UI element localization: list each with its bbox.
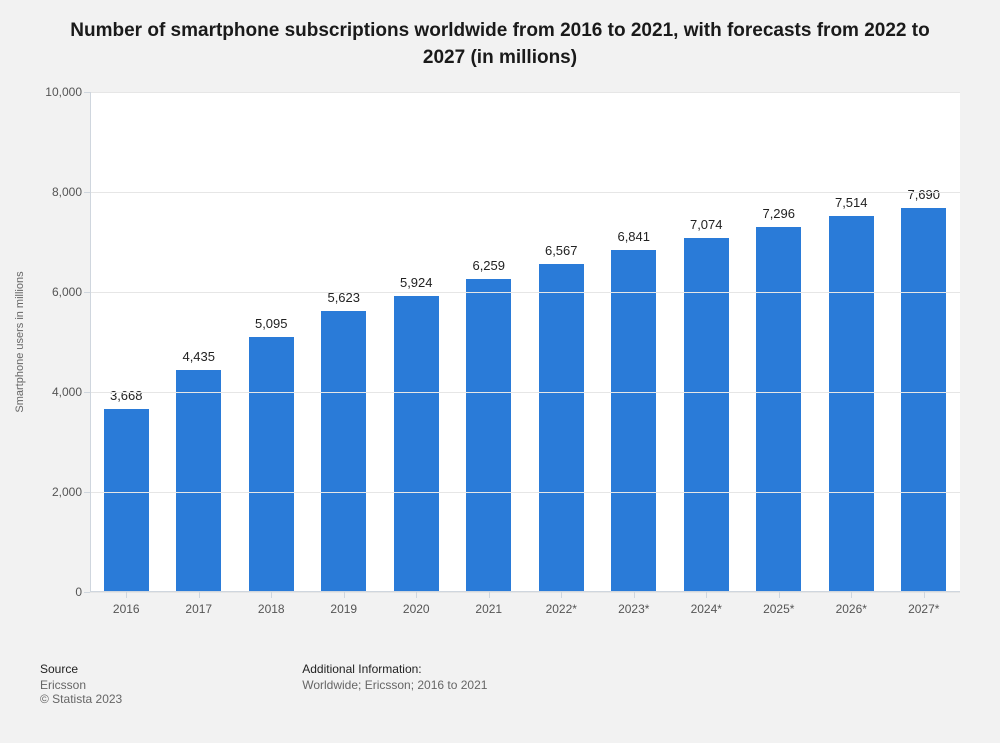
chart-footer: Source Ericsson © Statista 2023 Addition… [40,662,960,706]
x-tick-label: 2017 [185,602,212,616]
x-tick-mark [126,592,127,598]
x-tick-label: 2020 [403,602,430,616]
footer-source-heading: Source [40,662,122,676]
bar-value-label: 7,296 [762,206,795,221]
y-tick-label: 4,000 [52,385,82,399]
grid-line [90,92,960,93]
bar-value-label: 5,924 [400,275,433,290]
x-tick-mark [924,592,925,598]
y-tick-label: 6,000 [52,285,82,299]
bar: 3,668 [104,409,149,592]
bar-value-label: 3,668 [110,388,143,403]
x-tick-label: 2018 [258,602,285,616]
y-tick-mark [84,592,90,593]
footer-additional-text: Worldwide; Ericsson; 2016 to 2021 [302,678,487,692]
x-tick-label: 2016 [113,602,140,616]
x-tick-mark [706,592,707,598]
x-tick-mark [851,592,852,598]
chart-title: Number of smartphone subscriptions world… [0,0,1000,79]
footer-additional-heading: Additional Information: [302,662,487,676]
x-tick-label: 2023* [618,602,649,616]
bar: 6,259 [466,279,511,592]
x-tick-label: 2025* [763,602,794,616]
x-tick-mark [489,592,490,598]
x-tick-label: 2022* [546,602,577,616]
x-axis-line [90,591,960,592]
bar: 7,514 [829,216,874,592]
bar-value-label: 5,095 [255,316,288,331]
bar: 5,623 [321,311,366,592]
bar: 6,567 [539,264,584,592]
y-axis-title: Smartphone users in millions [14,271,26,412]
grid-line [90,192,960,193]
bar: 5,095 [249,337,294,592]
grid-line [90,492,960,493]
x-tick-label: 2026* [836,602,867,616]
x-tick-label: 2024* [691,602,722,616]
bar-value-label: 7,690 [907,187,940,202]
x-tick-label: 2027* [908,602,939,616]
y-tick-label: 8,000 [52,185,82,199]
bar: 7,296 [756,227,801,592]
footer-source-text: Ericsson [40,678,122,692]
x-tick-label: 2019 [330,602,357,616]
x-tick-label: 2021 [475,602,502,616]
x-tick-mark [344,592,345,598]
grid-line [90,292,960,293]
grid-line [90,392,960,393]
bar-value-label: 7,074 [690,217,723,232]
bar-value-label: 7,514 [835,195,868,210]
y-tick-label: 2,000 [52,485,82,499]
bar: 4,435 [176,370,221,592]
chart-container: Number of smartphone subscriptions world… [0,0,1000,743]
bar-value-label: 6,567 [545,243,578,258]
footer-copyright: © Statista 2023 [40,692,122,706]
y-tick-label: 0 [75,585,82,599]
x-tick-mark [634,592,635,598]
plot-area: 3,668 4,435 5,095 5,623 5,924 6,259 6,567 6,841… [90,92,960,592]
grid-line [90,592,960,593]
x-tick-mark [271,592,272,598]
x-tick-mark [561,592,562,598]
bars-layer: 3,668 4,435 5,095 5,623 5,924 6,259 6,567 6,841… [90,92,960,592]
y-axis-line [90,92,91,592]
x-tick-mark [416,592,417,598]
y-tick-label: 10,000 [45,85,82,99]
footer-source-block: Source Ericsson © Statista 2023 [40,662,122,706]
footer-additional-block: Additional Information: Worldwide; Erics… [302,662,487,706]
x-tick-mark [779,592,780,598]
bar-value-label: 6,259 [472,258,505,273]
bar: 6,841 [611,250,656,592]
bar-value-label: 4,435 [182,349,215,364]
bar-value-label: 6,841 [617,229,650,244]
x-tick-mark [199,592,200,598]
bar: 5,924 [394,296,439,592]
bar: 7,690 [901,208,946,593]
